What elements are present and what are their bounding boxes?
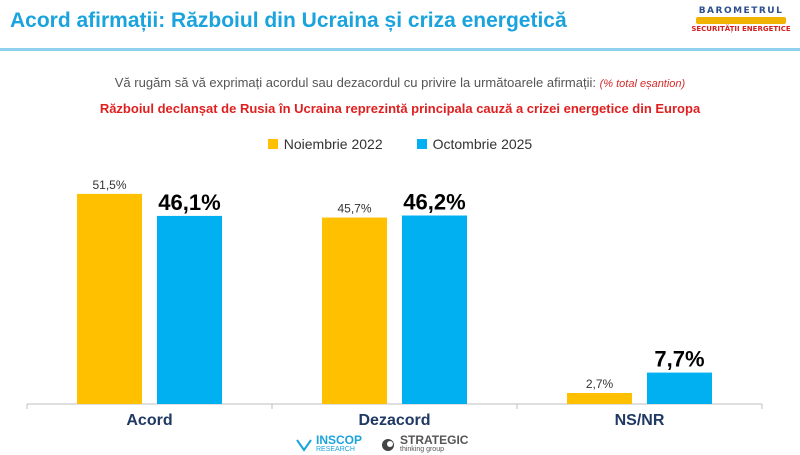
legend-label-2025: Octombrie 2025 — [432, 136, 533, 152]
data-label: 46,1% — [158, 190, 220, 215]
bar-2022-nsnr — [567, 392, 632, 404]
bar-chart: 51,5% 46,1% Acord 45,7% 46,2% Dezacord 2,7% 7,7… — [26, 178, 763, 429]
category-label: NS/NR — [615, 412, 665, 429]
inscop-sub: RESEARCH — [316, 446, 355, 453]
data-label: 51,5% — [92, 178, 126, 192]
statement-text: Războiul declanșat de Rusia în Ucraina r… — [99, 101, 701, 116]
logo-bar — [696, 17, 786, 24]
data-label: 46,2% — [403, 190, 465, 215]
strategic-sub: thinking group — [400, 446, 444, 453]
chart-legend: Noiembrie 2022 Octombrie 2025 — [0, 136, 800, 152]
footer-logos: INSCOP RESEARCH STRATEGIC thinking group — [296, 433, 469, 455]
bar-2025-acord — [157, 215, 222, 404]
category-label: Acord — [126, 412, 172, 429]
data-label: 45,7% — [337, 202, 371, 216]
legend-swatch-2022 — [267, 139, 278, 149]
legend-item-2022: Noiembrie 2022 — [267, 136, 383, 152]
bar-2025-dezacord — [402, 215, 467, 404]
bar-2022-dezacord — [322, 217, 387, 404]
bar-2025-nsnr — [647, 372, 712, 404]
logo-sub-text: SECURITĂȚII ENERGETICE — [691, 25, 791, 33]
strategic-icon — [382, 439, 395, 451]
legend-swatch-2025 — [416, 139, 427, 149]
data-label: 7,7% — [654, 347, 704, 372]
inscop-icon — [296, 439, 312, 452]
legend-item-2025: Octombrie 2025 — [416, 136, 533, 152]
page-title: Acord afirmații: Războiul din Ucraina și… — [10, 9, 567, 32]
legend-label-2022: Noiembrie 2022 — [283, 136, 383, 152]
question-main: Vă rugăm să vă exprimați acordul sau dez… — [114, 75, 596, 90]
logo-top-text: BAROMETRUL — [698, 6, 784, 16]
data-label: 2,7% — [586, 377, 614, 391]
strategic-name: STRATEGIC — [400, 433, 469, 447]
bar-2022-acord — [77, 193, 142, 404]
sample-note: (% total eșantion) — [599, 78, 686, 90]
strategic-logo: STRATEGIC thinking group — [380, 433, 469, 455]
category-label: Dezacord — [358, 412, 430, 429]
inscop-logo: INSCOP RESEARCH — [296, 433, 363, 455]
inscop-name: INSCOP — [316, 433, 363, 447]
barometer-logo: BAROMETRUL SECURITĂȚII ENERGETICE — [690, 6, 792, 46]
header-divider — [0, 48, 800, 51]
question-text: Vă rugăm să vă exprimați acordul sau dez… — [0, 75, 800, 90]
